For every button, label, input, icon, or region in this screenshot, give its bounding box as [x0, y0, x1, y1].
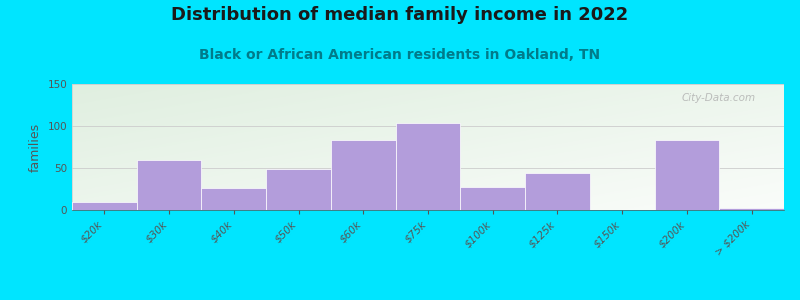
- Text: Distribution of median family income in 2022: Distribution of median family income in …: [171, 6, 629, 24]
- Bar: [719, 208, 784, 210]
- Text: Black or African American residents in Oakland, TN: Black or African American residents in O…: [199, 48, 601, 62]
- Bar: [137, 160, 202, 210]
- Bar: [266, 169, 331, 210]
- Bar: [654, 140, 719, 210]
- Text: City-Data.com: City-Data.com: [682, 93, 755, 103]
- Bar: [460, 187, 525, 210]
- Bar: [396, 123, 460, 210]
- Y-axis label: families: families: [29, 122, 42, 172]
- Bar: [331, 140, 396, 210]
- Bar: [525, 173, 590, 210]
- Bar: [202, 188, 266, 210]
- Bar: [72, 202, 137, 210]
